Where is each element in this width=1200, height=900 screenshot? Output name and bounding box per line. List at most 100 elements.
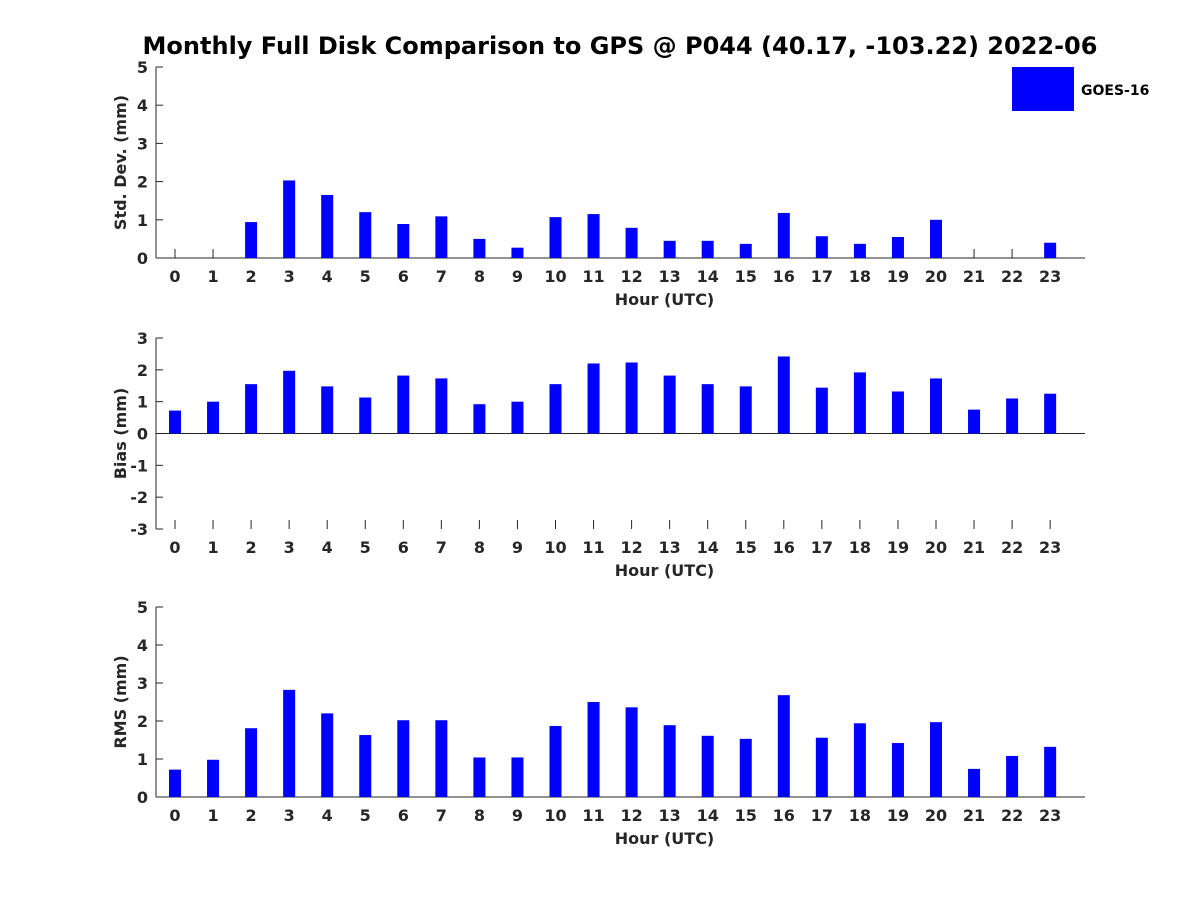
bar-hour-5 — [359, 397, 372, 434]
x-tick-label: 7 — [436, 267, 447, 286]
x-tick-label: 11 — [582, 806, 604, 825]
x-tick-label: 23 — [1039, 806, 1061, 825]
x-tick-label: 17 — [811, 538, 833, 557]
bar-hour-8 — [473, 404, 486, 434]
x-tick-label: 6 — [398, 806, 409, 825]
x-tick-label: 14 — [697, 806, 719, 825]
y-tick-label: 3 — [137, 134, 148, 153]
y-tick-label: 0 — [137, 249, 148, 268]
x-tick-label: 1 — [207, 538, 218, 557]
bar-hour-1 — [207, 401, 220, 434]
x-tick-label: 10 — [544, 267, 566, 286]
y-tick-label: 4 — [137, 96, 148, 115]
x-tick-label: 6 — [398, 538, 409, 557]
bar-hour-9 — [511, 401, 524, 434]
x-axis-label: Hour (UTC) — [615, 561, 715, 580]
x-tick-label: 2 — [246, 806, 257, 825]
x-tick-label: 18 — [849, 538, 871, 557]
bar-hour-11 — [587, 363, 600, 434]
x-tick-label: 13 — [659, 267, 681, 286]
chart-title: Monthly Full Disk Comparison to GPS @ P0… — [143, 32, 1098, 60]
x-tick-label: 19 — [887, 267, 909, 286]
bar-hour-13 — [663, 375, 676, 434]
x-tick-label: 23 — [1039, 538, 1061, 557]
x-tick-label: 18 — [849, 806, 871, 825]
x-tick-label: 9 — [512, 538, 523, 557]
bar-hour-0 — [169, 410, 181, 434]
x-tick-label: 12 — [620, 267, 642, 286]
x-tick-label: 14 — [697, 538, 719, 557]
y-tick-label: -2 — [130, 488, 148, 507]
x-tick-label: 13 — [659, 806, 681, 825]
x-tick-label: 23 — [1039, 267, 1061, 286]
x-tick-label: 9 — [512, 806, 523, 825]
x-tick-label: 22 — [1001, 806, 1023, 825]
bar-hour-14 — [701, 384, 714, 434]
bar-hour-16 — [777, 212, 790, 258]
x-tick-label: 10 — [544, 538, 566, 557]
x-tick-label: 16 — [773, 267, 795, 286]
bar-hour-4 — [321, 386, 334, 434]
x-tick-label: 5 — [360, 267, 371, 286]
x-tick-label: 21 — [963, 806, 985, 825]
bar-hour-18 — [853, 372, 866, 434]
x-tick-label: 6 — [398, 267, 409, 286]
x-tick-label: 22 — [1001, 538, 1023, 557]
bar-hour-15 — [739, 386, 752, 434]
x-tick-label: 17 — [811, 806, 833, 825]
bar-hour-13 — [663, 725, 676, 797]
bar-hour-9 — [511, 247, 524, 258]
x-tick-label: 16 — [773, 806, 795, 825]
bar-hour-2 — [245, 384, 258, 434]
x-tick-label: 1 — [207, 806, 218, 825]
x-axis-label: Hour (UTC) — [615, 829, 715, 848]
y-tick-label: 2 — [137, 712, 148, 731]
x-tick-label: 11 — [582, 538, 604, 557]
bar-hour-21 — [968, 768, 981, 797]
bar-hour-8 — [473, 238, 486, 258]
bar-hour-1 — [207, 759, 220, 797]
bar-hour-18 — [853, 243, 866, 258]
bar-hour-20 — [930, 378, 942, 434]
bar-hour-2 — [245, 222, 258, 258]
x-tick-label: 14 — [697, 267, 719, 286]
x-tick-label: 0 — [169, 267, 180, 286]
x-tick-label: 2 — [246, 267, 257, 286]
bar-hour-8 — [473, 757, 486, 797]
bar-hour-9 — [511, 757, 524, 797]
bar-hour-15 — [739, 243, 752, 258]
legend: GOES-16 — [1012, 67, 1149, 111]
bar-hour-13 — [663, 240, 676, 258]
bar-hour-17 — [815, 737, 828, 797]
x-tick-label: 0 — [169, 538, 180, 557]
bar-hour-22 — [1006, 755, 1019, 797]
x-tick-label: 22 — [1001, 267, 1023, 286]
x-tick-label: 4 — [322, 538, 333, 557]
bar-hour-19 — [891, 236, 904, 258]
x-tick-label: 12 — [620, 806, 642, 825]
x-tick-label: 8 — [474, 267, 485, 286]
x-tick-label: 8 — [474, 806, 485, 825]
bar-hour-2 — [245, 728, 258, 797]
bar-hour-6 — [397, 224, 410, 258]
bar-hour-12 — [625, 362, 638, 434]
x-tick-label: 20 — [925, 267, 947, 286]
x-tick-label: 0 — [169, 806, 180, 825]
y-tick-label: 2 — [137, 173, 148, 192]
bar-hour-12 — [625, 707, 638, 797]
x-tick-label: 3 — [284, 538, 295, 557]
x-tick-label: 5 — [360, 538, 371, 557]
bar-hour-16 — [777, 356, 790, 434]
bar-hour-11 — [587, 702, 600, 797]
x-tick-label: 16 — [773, 538, 795, 557]
x-tick-label: 18 — [849, 267, 871, 286]
bar-hour-20 — [930, 722, 942, 797]
bar-hour-5 — [359, 212, 372, 258]
bar-hour-18 — [853, 723, 866, 797]
bar-hour-7 — [435, 378, 448, 434]
x-tick-label: 8 — [474, 538, 485, 557]
